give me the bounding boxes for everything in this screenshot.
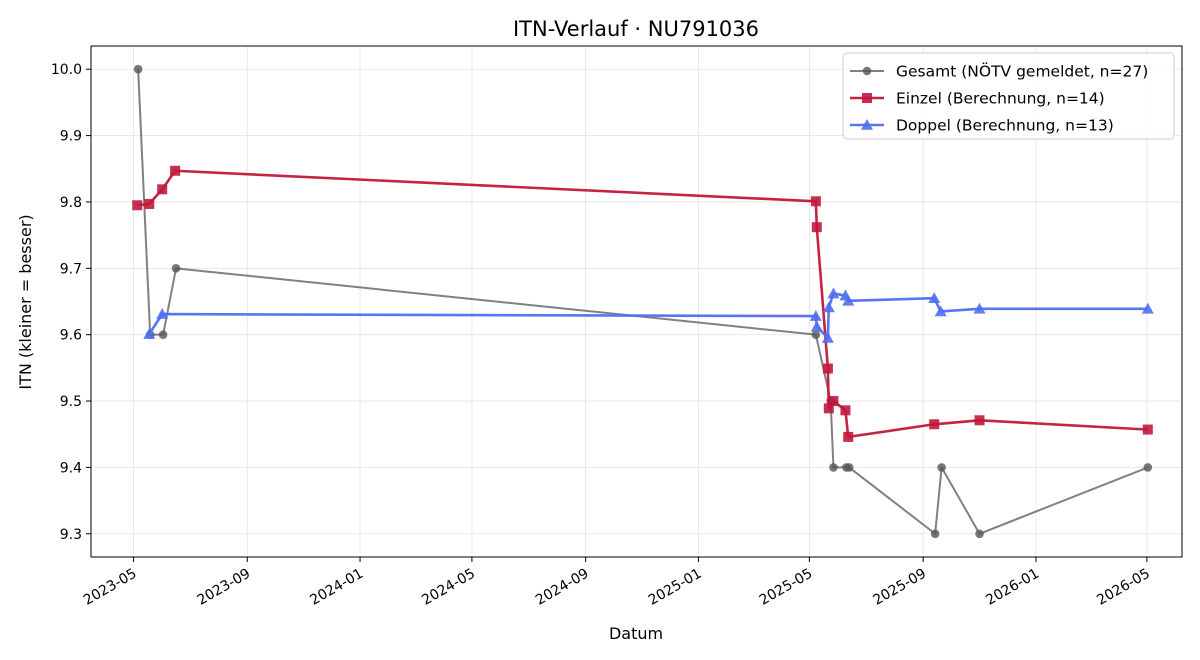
series-layer bbox=[132, 64, 1154, 539]
data-point-einzel bbox=[157, 184, 168, 195]
chart-title: ITN-Verlauf · NU791036 bbox=[513, 17, 759, 41]
data-point-doppel bbox=[934, 305, 947, 317]
data-point-doppel bbox=[973, 302, 986, 314]
data-point-doppel bbox=[928, 292, 941, 303]
y-tick-label: 9.5 bbox=[60, 394, 82, 410]
data-point-einzel bbox=[823, 403, 834, 414]
y-axis: 9.3 9.4 9.5 9.6 9.7 9.8 9.9 10.0 bbox=[51, 62, 91, 543]
data-point-einzel bbox=[810, 196, 821, 207]
y-tick-label: 9.3 bbox=[60, 527, 82, 543]
legend-marker-doppel bbox=[861, 119, 873, 130]
data-point-einzel bbox=[974, 415, 985, 426]
data-point-einzel bbox=[1142, 424, 1153, 435]
data-point-einzel bbox=[822, 363, 833, 374]
data-point-gesamt bbox=[829, 463, 838, 472]
y-tick-label: 9.6 bbox=[60, 328, 82, 344]
data-point-einzel bbox=[828, 396, 839, 407]
data-point-doppel bbox=[822, 301, 835, 313]
y-tick-label: 10.0 bbox=[51, 62, 82, 78]
legend-label-gesamt: Gesamt (NÖTV gemeldet, n=27) bbox=[896, 62, 1148, 81]
data-point-gesamt bbox=[171, 264, 181, 273]
series-doppel bbox=[143, 287, 1154, 343]
y-tick-label: 9.9 bbox=[60, 129, 82, 145]
legend-marker-einzel bbox=[862, 93, 872, 103]
data-point-einzel bbox=[840, 405, 851, 416]
data-point-doppel bbox=[143, 328, 156, 339]
data-point-einzel bbox=[811, 222, 822, 233]
data-point-doppel bbox=[821, 332, 834, 343]
data-point-doppel bbox=[842, 294, 855, 306]
data-point-einzel bbox=[144, 198, 155, 209]
y-tick-label: 9.4 bbox=[60, 460, 82, 476]
data-point-doppel bbox=[1141, 302, 1154, 314]
data-point-gesamt bbox=[975, 529, 984, 539]
data-point-doppel bbox=[156, 308, 169, 319]
y-axis-label: ITN (kleiner = besser) bbox=[16, 214, 35, 389]
y-tick-label: 9.7 bbox=[60, 261, 82, 277]
data-point-gesamt bbox=[1143, 463, 1153, 472]
plot-frame bbox=[90, 45, 1183, 558]
data-point-gesamt bbox=[937, 463, 946, 472]
x-axis-label: Datum bbox=[609, 624, 663, 643]
legend-marker-gesamt bbox=[862, 66, 872, 76]
data-point-gesamt bbox=[930, 529, 940, 539]
data-point-einzel bbox=[132, 200, 143, 211]
data-point-gesamt bbox=[811, 330, 821, 339]
legend-label-doppel: Doppel (Berechnung, n=13) bbox=[896, 117, 1114, 135]
data-point-doppel bbox=[810, 320, 823, 332]
data-point-doppel bbox=[827, 287, 840, 299]
data-point-einzel bbox=[929, 419, 940, 430]
legend-box bbox=[842, 52, 1175, 140]
legend-label-einzel: Einzel (Berechnung, n=14) bbox=[896, 90, 1105, 108]
legend: Gesamt (NÖTV gemeldet, n=27) Einzel (Bere… bbox=[842, 52, 1175, 140]
y-tick-label: 9.8 bbox=[60, 195, 82, 211]
series-einzel bbox=[132, 165, 1153, 442]
data-point-gesamt bbox=[158, 330, 168, 339]
data-point-einzel bbox=[170, 165, 181, 176]
data-point-einzel bbox=[843, 431, 854, 442]
data-point-doppel bbox=[809, 310, 822, 321]
data-point-gesamt bbox=[844, 463, 854, 472]
data-point-gesamt bbox=[133, 64, 143, 74]
